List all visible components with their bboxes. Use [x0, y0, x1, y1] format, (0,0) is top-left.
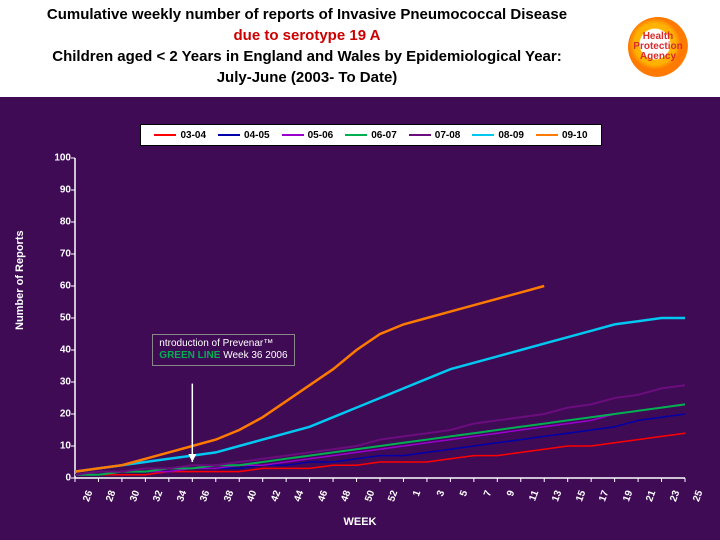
annotation-arrow-icon	[188, 454, 196, 462]
legend-swatch	[282, 134, 304, 136]
hpa-logo: Health Protection Agency	[608, 8, 708, 86]
legend-item: 05-06	[282, 130, 334, 141]
title-line-3: Children aged < 2 Years in England and W…	[14, 46, 600, 67]
legend-swatch	[536, 134, 558, 137]
chart: 03-0404-0505-0606-0707-0808-0909-10 Numb…	[20, 110, 700, 530]
x-tick: 40	[242, 489, 259, 512]
x-tick: 28	[102, 489, 119, 512]
title-line-1: Cumulative weekly number of reports of I…	[14, 4, 600, 25]
x-tick: 3	[430, 489, 447, 512]
y-tick: 60	[45, 281, 71, 292]
x-tick: 15	[571, 489, 588, 512]
y-axis-label: Number of Reports	[14, 230, 26, 330]
series-line	[75, 286, 544, 472]
annotation-line-2: GREEN LINE Week 36 2006	[159, 350, 287, 362]
y-tick: 20	[45, 409, 71, 420]
y-tick: 100	[45, 153, 71, 164]
x-tick: 9	[500, 489, 517, 512]
x-tick: 25	[688, 489, 705, 512]
x-tick: 1	[407, 489, 424, 512]
legend-label: 08-09	[498, 130, 524, 141]
y-tick: 90	[45, 185, 71, 196]
x-tick: 42	[266, 489, 283, 512]
x-tick: 30	[125, 489, 142, 512]
y-tick: 0	[45, 473, 71, 484]
y-tick: 50	[45, 313, 71, 324]
legend-item: 08-09	[472, 130, 524, 141]
title-line-2: due to serotype 19 A	[14, 25, 600, 46]
x-tick: 19	[618, 489, 635, 512]
x-tick: 52	[383, 489, 400, 512]
plot-area: 0102030405060708090100262830323436384042…	[75, 158, 685, 478]
x-tick: 34	[172, 489, 189, 512]
x-axis-label: WEEK	[20, 516, 700, 528]
legend-item: 09-10	[536, 130, 588, 141]
x-tick: 23	[665, 489, 682, 512]
x-tick: 44	[289, 489, 306, 512]
legend-swatch	[218, 134, 240, 136]
y-tick: 10	[45, 441, 71, 452]
x-tick: 36	[195, 489, 212, 512]
legend: 03-04 04-05 05-06 06-07 07-08 08-09 09-10	[140, 124, 602, 146]
x-tick: 21	[641, 489, 658, 512]
legend-label: 03-04	[180, 130, 206, 141]
legend-swatch	[472, 134, 494, 137]
x-tick: 5	[454, 489, 471, 512]
y-tick: 30	[45, 377, 71, 388]
legend-label: 09-10	[562, 130, 588, 141]
x-tick: 26	[78, 489, 95, 512]
x-tick: 32	[149, 489, 166, 512]
legend-item: 03-04	[154, 130, 206, 141]
x-tick: 46	[313, 489, 330, 512]
legend-item: 07-08	[409, 130, 461, 141]
x-tick: 7	[477, 489, 494, 512]
series-line	[75, 414, 685, 475]
y-tick: 80	[45, 217, 71, 228]
x-tick: 38	[219, 489, 236, 512]
x-tick: 11	[524, 489, 541, 512]
legend-label: 06-07	[371, 130, 397, 141]
y-tick: 70	[45, 249, 71, 260]
legend-swatch	[345, 134, 367, 136]
x-tick: 13	[547, 489, 564, 512]
legend-item: 06-07	[345, 130, 397, 141]
x-tick: 50	[360, 489, 377, 512]
x-tick: 17	[594, 489, 611, 512]
legend-label: 07-08	[435, 130, 461, 141]
title-line-4: July-June (2003- To Date)	[14, 67, 600, 88]
annotation-line-1: ntroduction of Prevenar™	[159, 338, 287, 350]
legend-label: 05-06	[308, 130, 334, 141]
annotation-box: ntroduction of Prevenar™GREEN LINE Week …	[152, 334, 294, 366]
chart-title: Cumulative weekly number of reports of I…	[0, 0, 604, 88]
legend-swatch	[409, 134, 431, 136]
x-tick: 48	[336, 489, 353, 512]
legend-item: 04-05	[218, 130, 270, 141]
legend-swatch	[154, 134, 176, 136]
line-chart-svg	[75, 158, 685, 478]
legend-label: 04-05	[244, 130, 270, 141]
logo-text: Health Protection Agency	[633, 32, 682, 62]
header: Cumulative weekly number of reports of I…	[0, 0, 720, 97]
y-tick: 40	[45, 345, 71, 356]
